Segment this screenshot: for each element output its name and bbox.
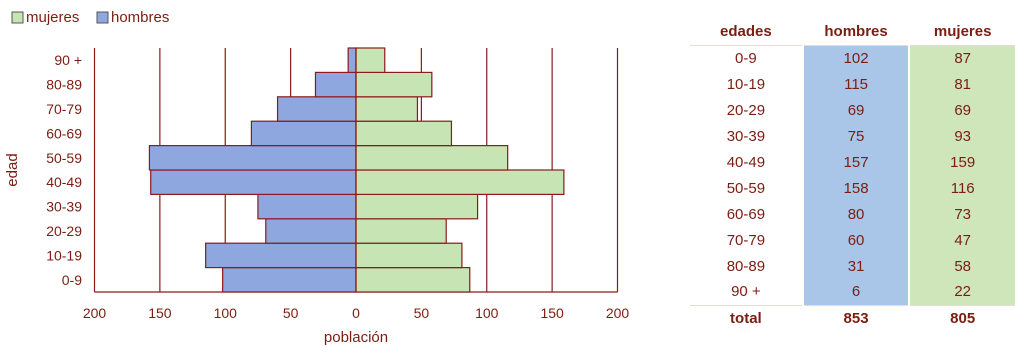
bar-hombres (250, 120, 357, 147)
bar-mujeres (355, 242, 463, 269)
table-header-row: edades hombres mujeres (690, 18, 1015, 46)
y-tick-label: 80-89 (46, 77, 82, 93)
header-hombres: hombres (801, 18, 910, 46)
cell-hombres: 75 (801, 123, 910, 150)
x-tick-label: 0 (352, 305, 360, 321)
bar-hombres (150, 169, 357, 195)
bar-hombres (222, 267, 357, 293)
table-row: 10-19 115 81 (690, 71, 1015, 98)
cell-edad: 80-89 (726, 257, 766, 275)
cell-mujeres: 159 (908, 149, 1015, 176)
x-tick-label: 100 (214, 305, 238, 321)
table-row: 30-39 75 93 (690, 123, 1015, 150)
population-pyramid-chart: 0-9 10-19 20-29 30-39 40-49 50-59 60-69 70-79 80… (4, 9, 630, 346)
cell-edad: 10-19 (726, 76, 766, 94)
bar-mujeres (355, 218, 447, 244)
cell-edad: 90 + (731, 283, 761, 301)
x-tick-label: 150 (148, 305, 172, 321)
cell-hombres: 60 (801, 227, 910, 254)
cell-edad: 40-49 (726, 154, 766, 171)
table-body: 0-9 102 87 10-19 115 81 20-29 69 69 30-39 75 93 40-4… (690, 45, 1015, 306)
x-tick-label: 200 (83, 305, 107, 321)
header-edades: edades (690, 18, 803, 46)
bar-mujeres (355, 96, 419, 122)
legend-swatch (11, 11, 24, 24)
cell-hombres: 157 (801, 149, 910, 176)
header-mujeres: mujeres (908, 18, 1015, 46)
cell-hombres: 31 (801, 253, 910, 280)
cell-mujeres: 47 (908, 227, 1015, 254)
table-row: 0-9 102 87 (690, 45, 1015, 72)
cell-mujeres: 73 (908, 201, 1015, 228)
total-label: total (690, 304, 803, 332)
bar-mujeres (355, 71, 433, 98)
bar-mujeres (355, 193, 479, 220)
x-axis-title: población (324, 329, 388, 346)
table-row: 40-49 157 159 (690, 149, 1015, 176)
legend-label: hombres (111, 9, 169, 26)
bar-mujeres (355, 145, 509, 171)
cell-mujeres: 93 (908, 123, 1015, 150)
x-tick-label: 50 (414, 305, 430, 321)
bar-hombres (347, 47, 357, 73)
table-row: 20-29 69 69 (690, 97, 1015, 124)
table-row: 80-89 31 58 (690, 253, 1015, 280)
cell-hombres: 69 (801, 97, 910, 124)
y-tick-label: 30-39 (46, 199, 82, 215)
bar-hombres (276, 96, 357, 122)
total-hombres: 853 (801, 304, 910, 332)
x-tick-label: 150 (540, 305, 564, 321)
cell-mujeres: 81 (908, 71, 1015, 98)
x-tick-label: 50 (283, 305, 299, 321)
table-row: 70-79 60 47 (690, 227, 1015, 254)
cell-mujeres: 87 (908, 45, 1015, 72)
bar-mujeres (355, 120, 453, 147)
y-tick-label: 0-9 (62, 272, 82, 288)
total-mujeres: 805 (908, 304, 1015, 332)
population-table: edades hombres mujeres 0-9 102 87 10-19 115 8… (690, 18, 1015, 332)
cell-edad: 70-79 (726, 231, 766, 249)
cell-edad: 50-59 (726, 179, 766, 197)
bar-mujeres (355, 267, 471, 293)
cell-hombres: 6 (801, 279, 910, 306)
cell-hombres: 80 (801, 201, 910, 228)
bar-hombres (257, 193, 357, 220)
y-tick-label: 50-59 (46, 150, 82, 166)
table-total-row: total 853 805 (690, 304, 1015, 332)
bar-hombres (205, 242, 357, 269)
bar-mujeres (355, 169, 565, 195)
table-row: 90 + 6 22 (690, 279, 1015, 306)
cell-mujeres: 22 (908, 279, 1015, 306)
y-axis-title: edad (4, 153, 21, 186)
x-tick-label: 200 (606, 305, 630, 321)
table-row: 60-69 80 73 (690, 201, 1015, 228)
y-tick-label: 90 + (54, 52, 82, 68)
pyramid-svg: 0-9 10-19 20-29 30-39 40-49 50-59 60-69 70-79 80… (4, 9, 630, 346)
cell-edad: 30-39 (726, 128, 766, 146)
bar-hombres (148, 145, 357, 171)
y-tick-label: 20-29 (46, 223, 82, 239)
y-tick-label: 10-19 (46, 247, 82, 263)
cell-hombres: 115 (801, 71, 910, 98)
y-tick-label: 70-79 (46, 101, 82, 117)
cell-mujeres: 69 (908, 97, 1015, 124)
legend-swatch (96, 11, 109, 24)
bar-hombres (265, 218, 357, 244)
cell-mujeres: 58 (908, 253, 1015, 280)
y-tick-label: 40-49 (46, 174, 82, 190)
x-tick-label: 100 (475, 305, 499, 321)
cell-mujeres: 116 (908, 175, 1015, 202)
y-tick-label: 60-69 (46, 125, 82, 141)
cell-edad: 60-69 (726, 205, 766, 223)
bar-hombres (314, 71, 357, 98)
legend-label: mujeres (26, 9, 79, 26)
cell-hombres: 102 (801, 45, 910, 72)
cell-edad: 20-29 (726, 102, 766, 120)
table-row: 50-59 158 116 (690, 175, 1015, 202)
cell-edad: 0-9 (735, 50, 757, 68)
bar-mujeres (355, 47, 386, 73)
cell-hombres: 158 (801, 175, 910, 202)
